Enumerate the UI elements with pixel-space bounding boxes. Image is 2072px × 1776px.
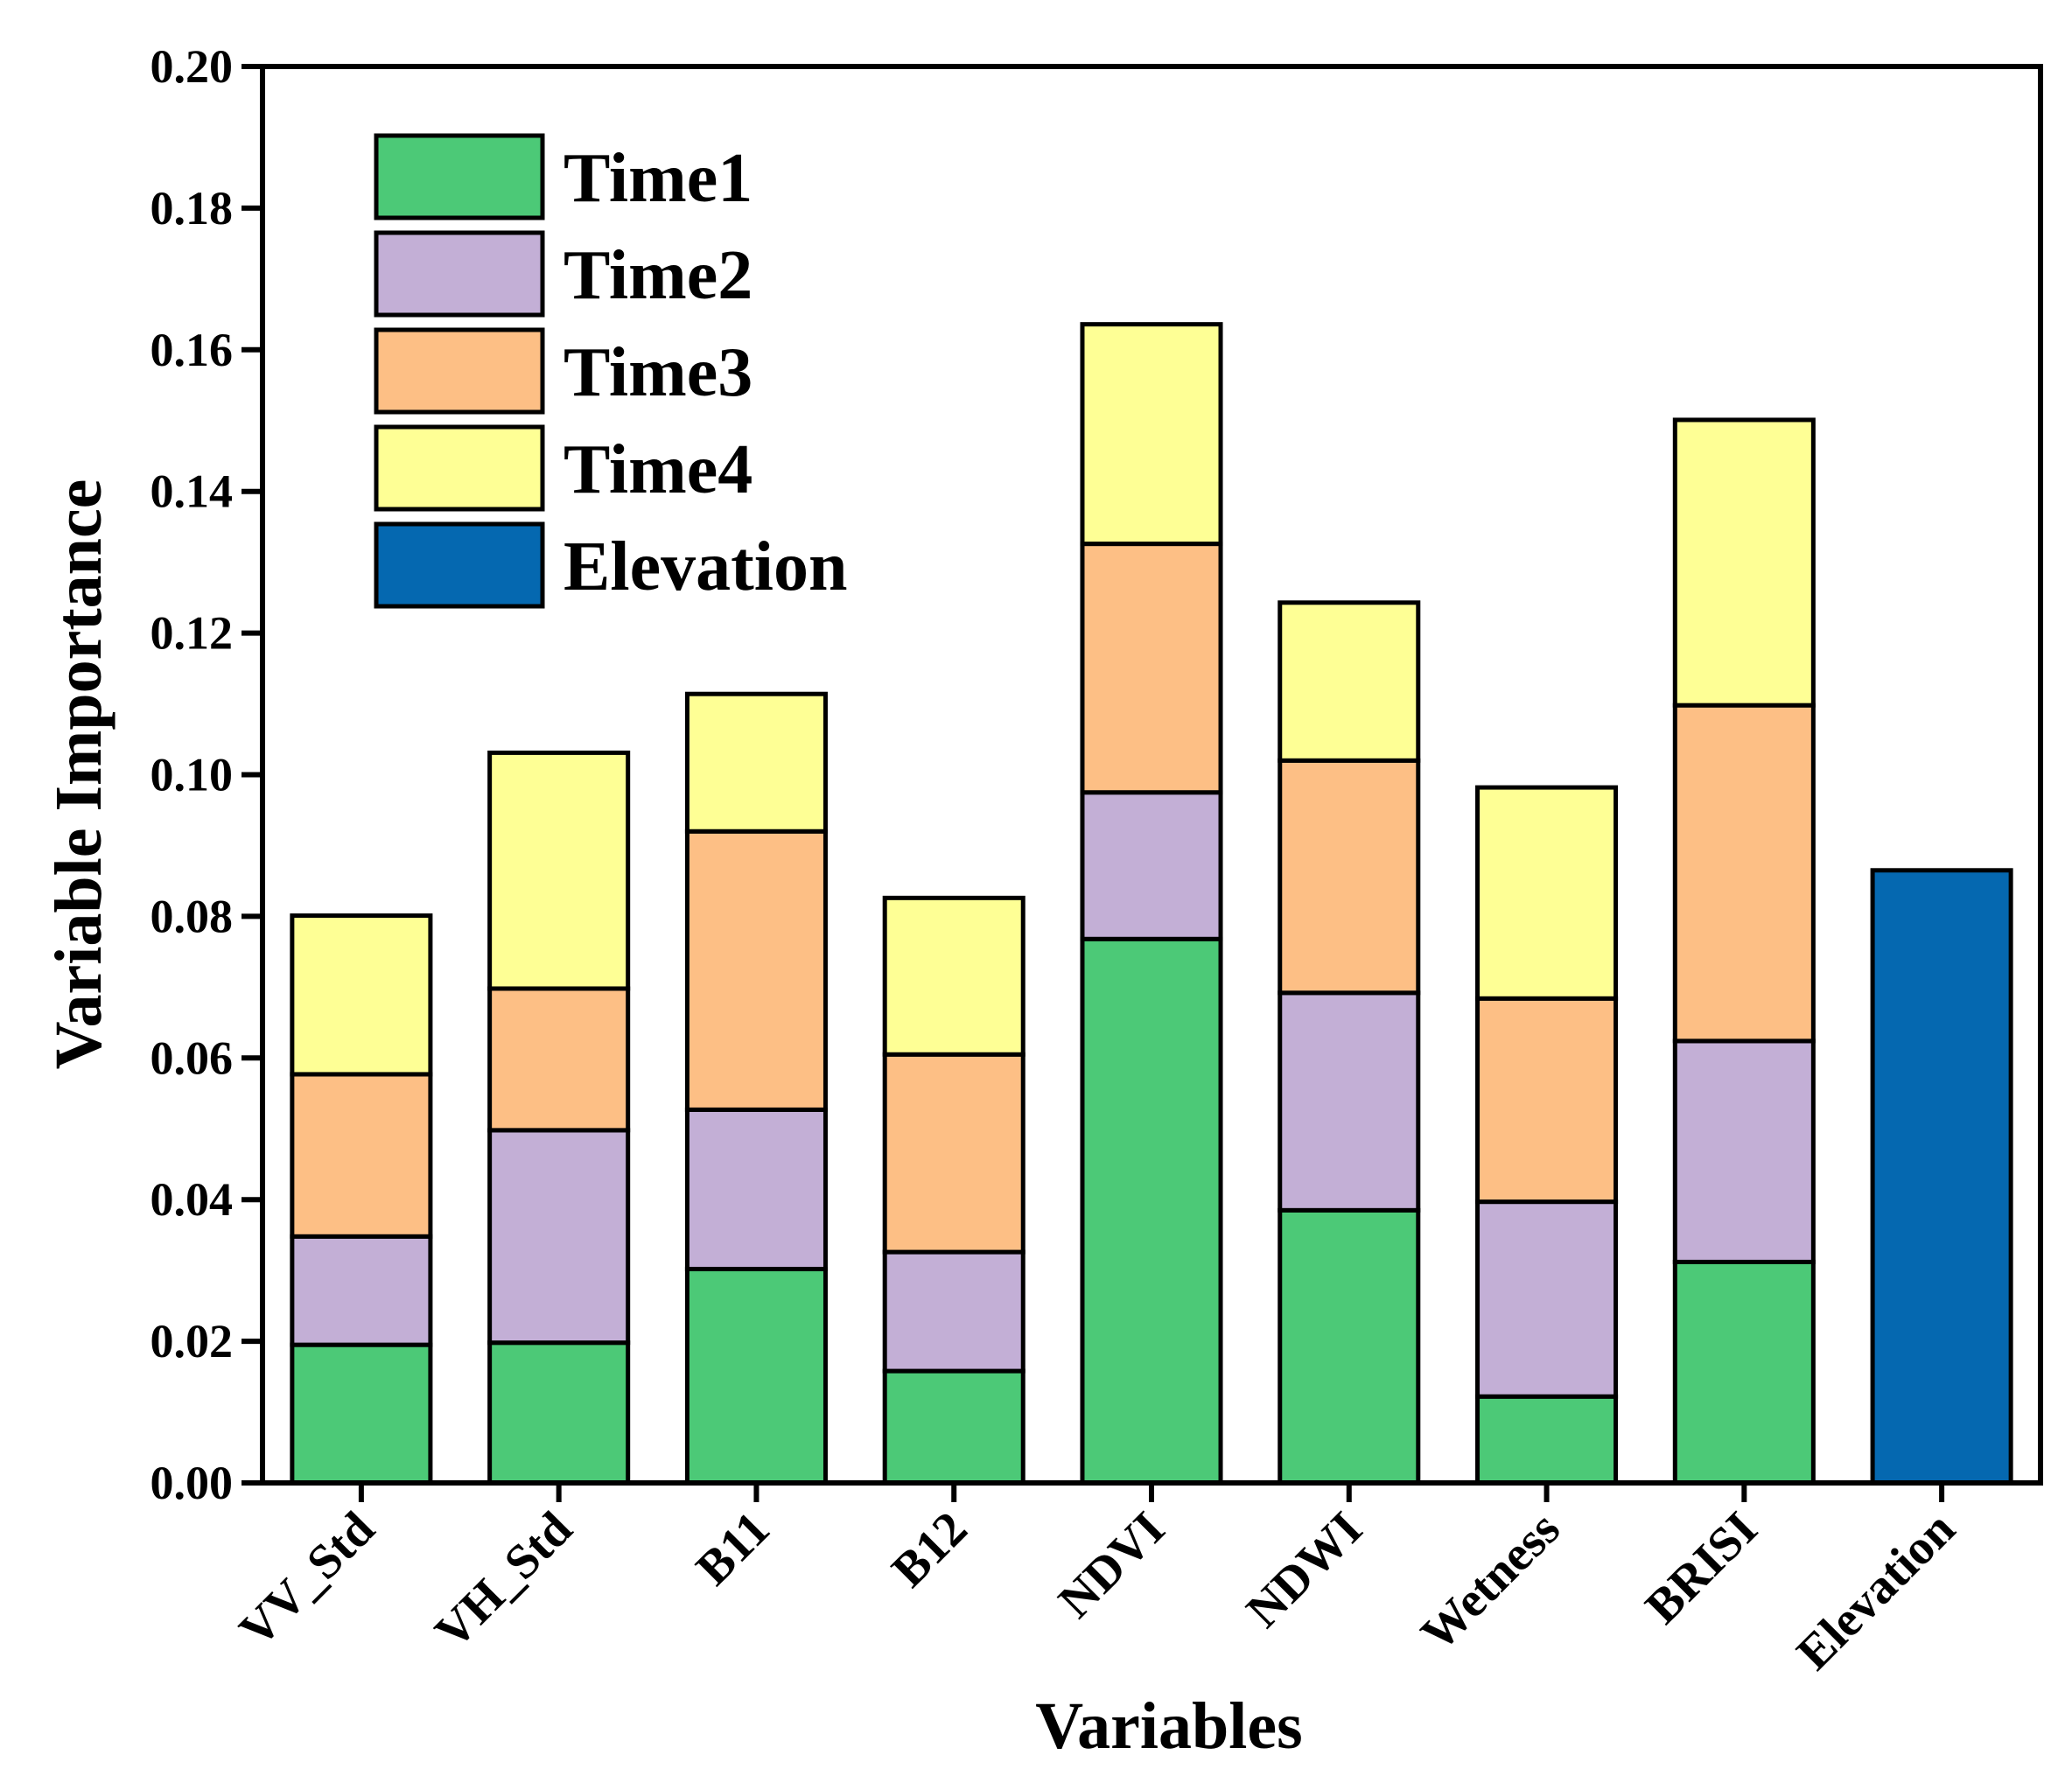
y-axis-title: Variable Importance (42, 479, 116, 1070)
bar-wetness-time4 (1475, 785, 1619, 1001)
bar-vh-std-time1 (487, 1340, 631, 1486)
x-tick-label: B11 (686, 1501, 780, 1596)
x-tick-label: B12 (882, 1501, 978, 1598)
bar-vv-std-time2 (290, 1234, 433, 1347)
x-tick-label: Wetness (1410, 1501, 1570, 1661)
legend-swatch-elevation (374, 521, 545, 609)
bar-wetness-time1 (1475, 1394, 1619, 1486)
bar-wetness-time3 (1475, 996, 1619, 1205)
bar-brisi-time4 (1672, 417, 1816, 708)
bar-vh-std-time4 (487, 750, 631, 991)
bar-ndvi-time1 (1080, 936, 1223, 1486)
bar-b12-time4 (882, 895, 1026, 1057)
bar-vh-std-time3 (487, 986, 631, 1133)
legend-swatch-time1 (374, 133, 545, 220)
y-tick-label: 0.16 (150, 324, 234, 376)
y-tick-label: 0.18 (150, 182, 234, 234)
bar-brisi-time3 (1672, 703, 1816, 1044)
legend-swatch-time3 (374, 327, 545, 415)
bar-ndwi-time2 (1278, 990, 1421, 1213)
legend-label-elevation: Elevation (564, 528, 847, 605)
bar-elevation-elevation (1870, 868, 2013, 1486)
bar-vv-std-time4 (290, 913, 433, 1077)
bar-b12-time2 (882, 1249, 1026, 1374)
bar-ndvi-time2 (1080, 790, 1223, 941)
bar-brisi-time2 (1672, 1038, 1816, 1264)
bar-ndvi-time4 (1080, 322, 1223, 547)
x-tick-label: VV_Std (229, 1501, 385, 1657)
bar-vv-std-time1 (290, 1342, 433, 1486)
legend-label-time2: Time2 (564, 237, 752, 314)
bar-ndwi-time3 (1278, 758, 1421, 996)
bar-ndvi-time3 (1080, 542, 1223, 795)
y-tick-label: 0.00 (150, 1457, 234, 1509)
y-tick-label: 0.12 (150, 607, 234, 660)
bar-b12-time1 (882, 1368, 1026, 1486)
bars-layer (290, 322, 2013, 1486)
y-tick-label: 0.10 (150, 749, 234, 801)
bar-vv-std-time3 (290, 1072, 433, 1239)
bar-brisi-time1 (1672, 1259, 1816, 1486)
x-axis: VV_Std VH_Std B11 B12 NDVI NDWI Wetness BRISI El… (229, 1483, 1965, 1681)
y-tick-label: 0.06 (150, 1031, 234, 1084)
y-tick-label: 0.20 (150, 40, 234, 93)
y-axis: 0.00 0.02 0.04 0.06 0.08 0.10 0.12 0.14 0.16 0.18… (150, 40, 262, 1509)
x-tick-label: BRISI (1635, 1501, 1768, 1634)
bar-b11-time3 (684, 829, 828, 1112)
x-tick-label: Elevation (1787, 1501, 1965, 1680)
x-axis-title: Variables (1035, 1689, 1302, 1763)
y-tick-label: 0.08 (150, 890, 234, 942)
y-tick-label: 0.02 (150, 1315, 234, 1367)
y-tick-label: 0.04 (150, 1173, 234, 1226)
bar-b12-time3 (882, 1052, 1026, 1255)
bar-b11-time2 (684, 1107, 828, 1272)
legend-label-time1: Time1 (564, 140, 752, 217)
x-tick-label: NDVI (1048, 1501, 1175, 1628)
bar-ndwi-time4 (1278, 600, 1421, 763)
legend-swatch-time2 (374, 230, 545, 318)
legend-label-time4: Time4 (564, 431, 752, 508)
bar-vh-std-time2 (487, 1128, 631, 1346)
bar-b11-time4 (684, 691, 828, 834)
x-tick-label: VH_Std (425, 1501, 583, 1659)
legend: Time1 Time2 Time3 Time4 Elevation (374, 133, 847, 609)
legend-label-time3: Time3 (564, 334, 752, 411)
y-tick-label: 0.14 (150, 465, 234, 518)
bar-b11-time1 (684, 1267, 828, 1486)
bar-wetness-time2 (1475, 1199, 1619, 1399)
x-tick-label: NDWI (1236, 1501, 1373, 1638)
bar-ndwi-time1 (1278, 1207, 1421, 1486)
legend-swatch-time4 (374, 424, 545, 512)
